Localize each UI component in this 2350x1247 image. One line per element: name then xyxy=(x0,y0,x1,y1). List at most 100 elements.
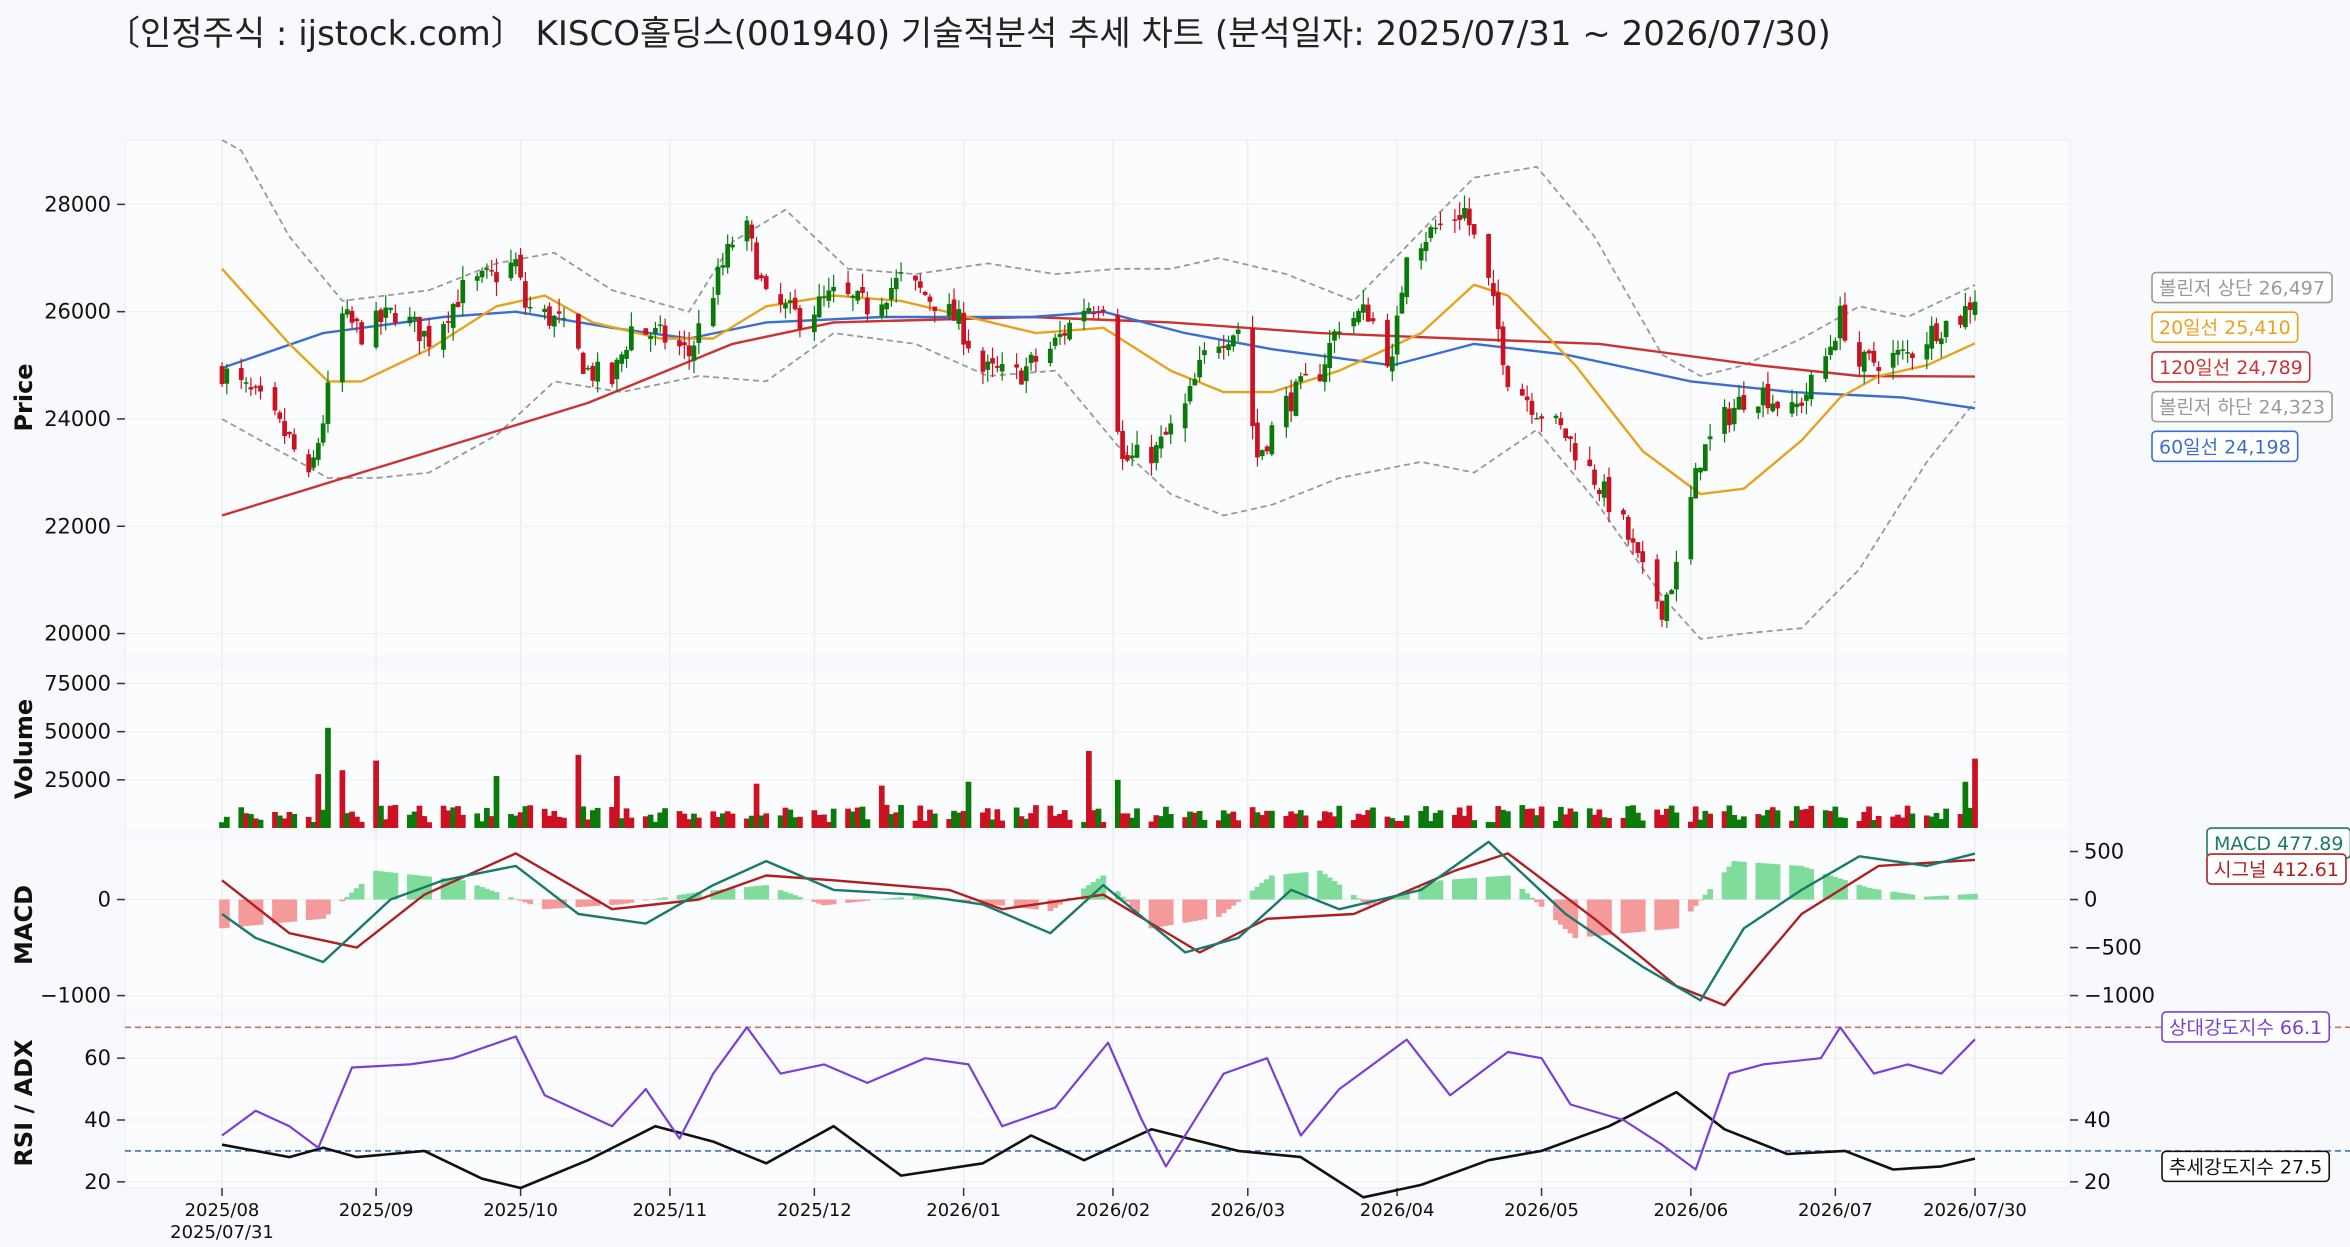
candle-body xyxy=(1014,364,1019,368)
candle-body xyxy=(590,365,596,381)
plot-frame xyxy=(124,139,2071,1189)
volume-bar xyxy=(1471,820,1477,828)
candle-body xyxy=(1457,215,1463,220)
volume-bar xyxy=(1822,810,1829,828)
volume-bar xyxy=(1317,820,1323,828)
macd-histogram-bar xyxy=(1871,888,1877,900)
panel-volume-background xyxy=(125,670,2070,828)
macd-histogram-bar xyxy=(1630,899,1636,933)
candle-body xyxy=(1491,283,1496,297)
volume-bar xyxy=(281,818,288,828)
macd-histogram-bar xyxy=(825,899,832,905)
volume-bar xyxy=(1553,820,1559,828)
candle-body xyxy=(1722,407,1727,434)
candle-body xyxy=(1462,207,1467,219)
volume-bar xyxy=(878,785,885,828)
candle-body xyxy=(556,311,562,314)
macd-histogram-bar xyxy=(1191,899,1198,921)
candle-body xyxy=(1861,351,1867,372)
candle-body xyxy=(1693,468,1699,499)
macd-histogram-bar xyxy=(512,898,519,900)
macd-histogram-bar xyxy=(1394,895,1400,900)
macd-histogram-bar xyxy=(1225,899,1232,910)
candle-body xyxy=(1047,348,1053,364)
legend-badge-label: 볼린저 상단 26,497 xyxy=(2159,278,2325,300)
macd-histogram-bar xyxy=(999,899,1006,906)
signal-line xyxy=(221,852,1976,1007)
volume-bar xyxy=(695,817,702,828)
candle-body xyxy=(946,303,952,316)
volume-bar xyxy=(373,760,379,828)
candle-body xyxy=(1149,446,1154,464)
candle-body xyxy=(1876,367,1882,372)
macd-histogram-bar xyxy=(994,899,1001,906)
volume-bar xyxy=(353,816,360,828)
candle-body xyxy=(893,277,899,290)
macd-histogram-bar xyxy=(1119,896,1126,900)
macd-histogram-bar xyxy=(1731,861,1738,900)
candle-body xyxy=(850,295,856,298)
volume-bar xyxy=(1466,805,1473,828)
volume-bar xyxy=(1297,810,1304,828)
volume-bar xyxy=(426,822,432,828)
macd-histogram-bar xyxy=(821,899,827,906)
volume-bar xyxy=(1456,807,1463,828)
candle-body xyxy=(1741,394,1747,410)
volume-bar xyxy=(1028,813,1034,828)
x-tick-label: 2026/02 xyxy=(1076,1200,1151,1221)
candle-body xyxy=(1404,257,1410,298)
volume-bar xyxy=(1302,815,1309,828)
macd-histogram-bar xyxy=(1264,879,1270,900)
candle-body xyxy=(1216,346,1222,353)
candle-body xyxy=(999,363,1005,372)
macd-histogram-bar xyxy=(522,899,529,903)
candle-body xyxy=(1929,325,1935,349)
volume-bar xyxy=(965,781,972,828)
candle-body xyxy=(1288,392,1294,412)
volume-bar xyxy=(459,814,466,828)
macd-histogram-bar xyxy=(291,899,298,922)
candle-body xyxy=(455,302,461,308)
macd-histogram-bar xyxy=(662,897,668,900)
candle-body xyxy=(224,368,230,384)
macd-histogram-bar xyxy=(1740,861,1747,900)
x-tick-label: 2026/04 xyxy=(1360,1200,1435,1221)
volume-bar xyxy=(1389,818,1396,828)
macd-histogram-bar xyxy=(373,870,379,900)
volume-bar xyxy=(1336,805,1343,828)
y-tick-label: 26000 xyxy=(44,300,111,324)
macd-histogram-bar xyxy=(1293,873,1299,900)
legend-badge xyxy=(2151,271,2333,304)
candle-body xyxy=(855,291,861,301)
macd-histogram-bar xyxy=(787,893,794,900)
volume-bar xyxy=(859,806,866,828)
candle-body xyxy=(1125,455,1130,461)
volume-bar xyxy=(1384,816,1391,828)
volume-bar xyxy=(1837,817,1844,828)
macd-histogram-bar xyxy=(310,899,317,920)
macd-histogram-bar xyxy=(1769,863,1776,900)
volume-bar xyxy=(614,775,620,828)
volume-bar xyxy=(676,811,683,828)
candle-body xyxy=(479,270,485,278)
volume-bar xyxy=(522,806,529,828)
volume-bar xyxy=(291,813,298,828)
macd-histogram-bar xyxy=(715,889,721,900)
volume-bar xyxy=(1061,810,1068,828)
macd-histogram-bar xyxy=(459,880,466,900)
legend-badge-label: 120일선 24,789 xyxy=(2159,357,2303,379)
macd-histogram-bar xyxy=(1504,875,1511,900)
candle-body xyxy=(787,300,793,303)
volume-bar xyxy=(243,813,249,828)
volume-bar xyxy=(474,813,481,828)
volume-bar xyxy=(272,812,278,828)
macd-histogram-bar xyxy=(1707,889,1713,900)
macd-histogram-bar xyxy=(575,899,582,908)
candle-body xyxy=(1770,403,1776,412)
volume-bar xyxy=(1654,809,1661,828)
candle-body xyxy=(1394,315,1400,355)
macd-histogram-bar xyxy=(864,899,871,901)
candle-body xyxy=(710,298,716,327)
macd-histogram-bar xyxy=(527,899,534,905)
candle-body xyxy=(1799,402,1804,406)
